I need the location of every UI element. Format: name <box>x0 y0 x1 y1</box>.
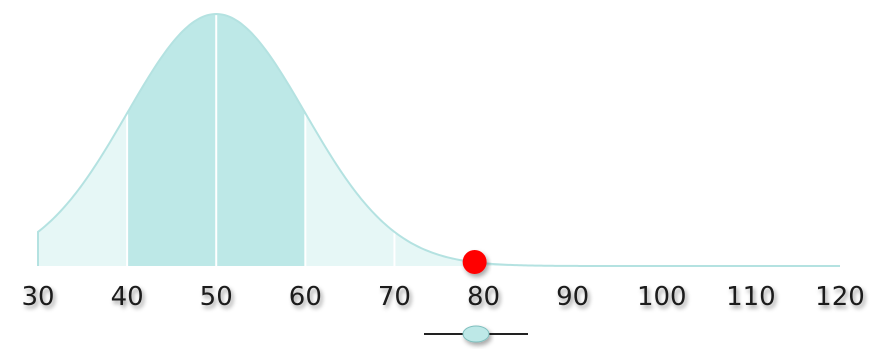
x-tick-label: 40 <box>111 282 144 312</box>
slider-thumb[interactable] <box>462 325 490 343</box>
x-tick-label: 110 <box>726 282 776 312</box>
x-tick-label: 60 <box>289 282 322 312</box>
x-tick-label: 70 <box>378 282 411 312</box>
zoom-slider[interactable] <box>424 325 528 343</box>
x-tick-label: 80 <box>467 282 500 312</box>
band-dividers <box>126 15 396 266</box>
curve-area-bands <box>38 14 841 267</box>
x-tick-label: 120 <box>815 282 865 312</box>
x-tick-label: 30 <box>21 282 54 312</box>
x-axis-tick-labels: 30 40 50 60 70 80 90 100 110 120 <box>21 282 864 312</box>
area-band-2 <box>305 113 841 267</box>
value-marker[interactable] <box>462 250 487 274</box>
x-tick-label: 100 <box>637 282 687 312</box>
x-tick-label: 50 <box>200 282 233 312</box>
x-tick-label: 90 <box>556 282 589 312</box>
